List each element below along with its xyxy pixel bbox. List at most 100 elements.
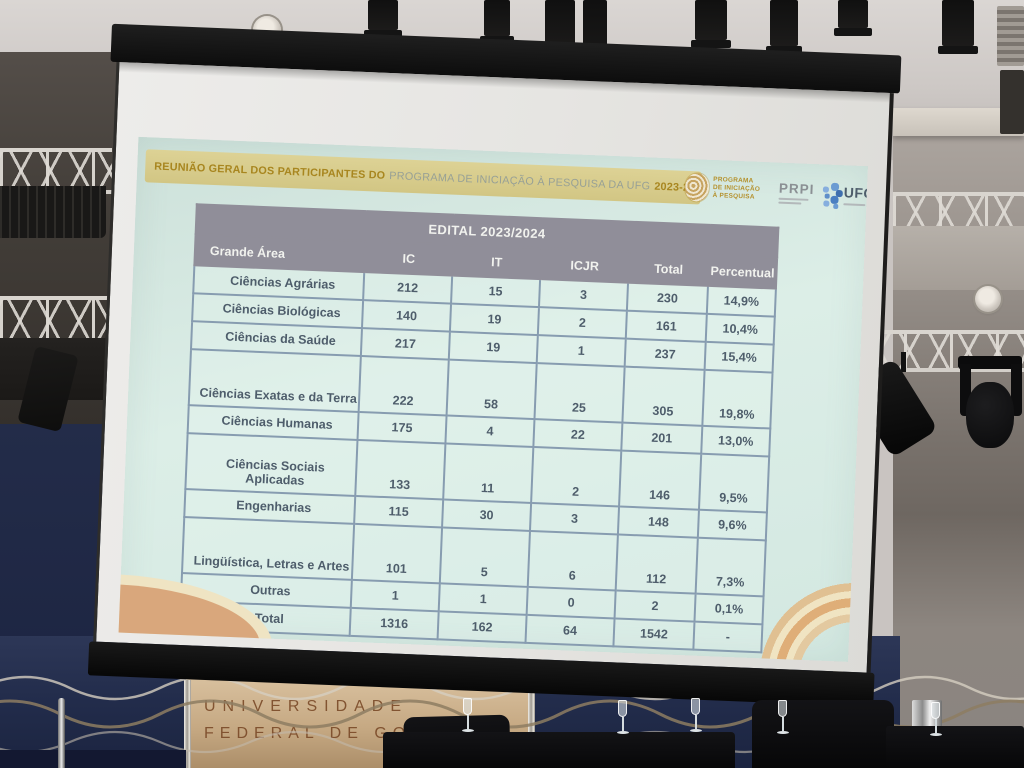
ceiling-light bbox=[975, 286, 1001, 312]
column-header: Total bbox=[628, 251, 710, 286]
ufg-molecule-icon bbox=[822, 182, 843, 210]
value-cell: 101 bbox=[351, 523, 443, 584]
value-cell: 19 bbox=[449, 303, 539, 336]
area-cell: Ciências Sociais Aplicadas bbox=[185, 433, 358, 496]
value-cell: 148 bbox=[617, 506, 699, 538]
value-cell: 3 bbox=[538, 279, 629, 311]
programa-logo: PROGRAMA DE INICIAÇÃO À PESQUISA bbox=[712, 176, 760, 202]
value-cell: 305 bbox=[622, 366, 705, 426]
value-cell: 175 bbox=[357, 411, 447, 444]
value-cell: 161 bbox=[625, 310, 707, 342]
value-cell: 1316 bbox=[349, 607, 439, 640]
value-cell: 146 bbox=[619, 450, 702, 510]
glass-flute bbox=[462, 698, 474, 738]
value-cell: 217 bbox=[360, 328, 450, 360]
value-cell: 230 bbox=[626, 282, 708, 314]
slide: REUNIÃO GERAL DOS PARTICIPANTES DO PROGR… bbox=[118, 136, 868, 662]
value-cell: 14,9% bbox=[706, 285, 776, 317]
value-cell: 10,4% bbox=[705, 313, 775, 345]
truss-beam bbox=[893, 192, 1024, 232]
value-cell: 237 bbox=[624, 338, 706, 370]
value-cell: 22 bbox=[533, 419, 623, 451]
value-cell: 25 bbox=[534, 363, 625, 423]
value-cell: 212 bbox=[363, 272, 453, 304]
value-cell: 2 bbox=[531, 447, 622, 507]
column-header: IC bbox=[364, 241, 454, 276]
glass-flute bbox=[930, 702, 942, 742]
programa-logo-line: À PESQUISA bbox=[712, 192, 755, 201]
area-cell: Ciências Exatas e da Terra bbox=[188, 349, 361, 412]
value-cell: 133 bbox=[355, 439, 446, 500]
screen-surface: REUNIÃO GERAL DOS PARTICIPANTES DO PROGR… bbox=[93, 61, 894, 673]
value-cell: 4 bbox=[445, 415, 535, 448]
value-cell: 19 bbox=[448, 331, 538, 364]
wall-panel bbox=[893, 226, 1024, 290]
prpi-caption-bar bbox=[778, 197, 809, 201]
chrome-trim bbox=[184, 680, 191, 768]
value-cell: 11 bbox=[443, 443, 534, 503]
value-cell: 15,4% bbox=[704, 341, 774, 373]
value-cell: 0 bbox=[526, 586, 616, 619]
value-cell: 2 bbox=[614, 590, 696, 622]
glass-flute bbox=[617, 700, 629, 740]
glass-flute bbox=[690, 698, 702, 738]
stage-light-fixture bbox=[691, 0, 731, 48]
value-cell: 30 bbox=[442, 499, 532, 531]
chair-silhouette bbox=[886, 726, 1024, 768]
logo-row: PROGRAMA DE INICIAÇÃO À PESQUISA PRPI bbox=[684, 165, 868, 226]
vent-grille bbox=[0, 186, 106, 238]
floor-shadow bbox=[0, 750, 186, 768]
prpi-logo-text: PRPI bbox=[778, 180, 815, 198]
value-cell: 58 bbox=[446, 359, 537, 420]
glass-flute bbox=[777, 700, 789, 740]
value-cell: 112 bbox=[615, 534, 698, 594]
value-cell: 140 bbox=[361, 300, 452, 332]
ufg-caption-bar bbox=[843, 203, 866, 207]
corner-rainbow-arc bbox=[691, 501, 868, 662]
stage-light-fixture bbox=[766, 0, 802, 54]
ufg-logo: UFG bbox=[822, 178, 868, 210]
stage-light-fixture bbox=[938, 0, 978, 54]
banner-regular-text: PROGRAMA DE INICIAÇÃO À PESQUISA DA UFG bbox=[389, 169, 651, 192]
value-cell: 6 bbox=[527, 530, 618, 591]
value-cell: 222 bbox=[358, 356, 449, 416]
stage-light-fixture bbox=[834, 0, 872, 36]
value-cell: 115 bbox=[354, 495, 444, 528]
wall-fixture bbox=[1000, 70, 1024, 134]
value-cell: 64 bbox=[525, 614, 615, 647]
ufg-logo-text: UFG bbox=[843, 184, 868, 202]
light-stem bbox=[901, 352, 906, 372]
chair-silhouette bbox=[752, 700, 894, 768]
value-cell: 1542 bbox=[613, 618, 695, 650]
title-banner: REUNIÃO GERAL DOS PARTICIPANTES DO PROGR… bbox=[144, 149, 708, 205]
value-cell: 162 bbox=[437, 611, 527, 643]
column-header: ICJR bbox=[540, 248, 630, 283]
value-cell: 2 bbox=[537, 307, 627, 339]
mic-stand bbox=[58, 698, 65, 768]
column-header: Percentual bbox=[707, 254, 778, 289]
column-header: IT bbox=[452, 244, 542, 280]
value-cell: 15 bbox=[451, 275, 541, 308]
ac-grille bbox=[997, 6, 1024, 66]
value-cell: 1 bbox=[438, 583, 528, 615]
value-cell: 1 bbox=[536, 335, 626, 367]
moving-head-light bbox=[958, 350, 1024, 462]
table-body: Ciências Agrárias 212 15 3 230 14,9% Ciências … bbox=[179, 265, 776, 653]
value-cell: 3 bbox=[529, 502, 620, 535]
stage-light-fixture bbox=[364, 0, 402, 38]
value-cell: 1 bbox=[350, 579, 440, 612]
prpi-logo: PRPI bbox=[778, 180, 815, 205]
projection-screen: REUNIÃO GERAL DOS PARTICIPANTES DO PROGR… bbox=[87, 23, 902, 707]
value-cell: 19,8% bbox=[702, 369, 773, 429]
value-cell: 5 bbox=[439, 527, 530, 587]
area-cell: Lingüística, Letras e Artes bbox=[182, 517, 355, 580]
edital-table: EDITAL 2023/2024 Grande Área IC IT ICJR … bbox=[179, 203, 780, 653]
value-cell: 13,0% bbox=[701, 425, 771, 457]
banner-bold-prefix: REUNIÃO GERAL DOS PARTICIPANTES DO bbox=[154, 160, 386, 182]
brain-icon bbox=[684, 172, 710, 202]
value-cell: 201 bbox=[621, 422, 703, 454]
stage-light-fixture bbox=[480, 0, 514, 44]
prpi-caption-bar bbox=[778, 201, 802, 205]
chair-silhouette bbox=[383, 732, 735, 768]
